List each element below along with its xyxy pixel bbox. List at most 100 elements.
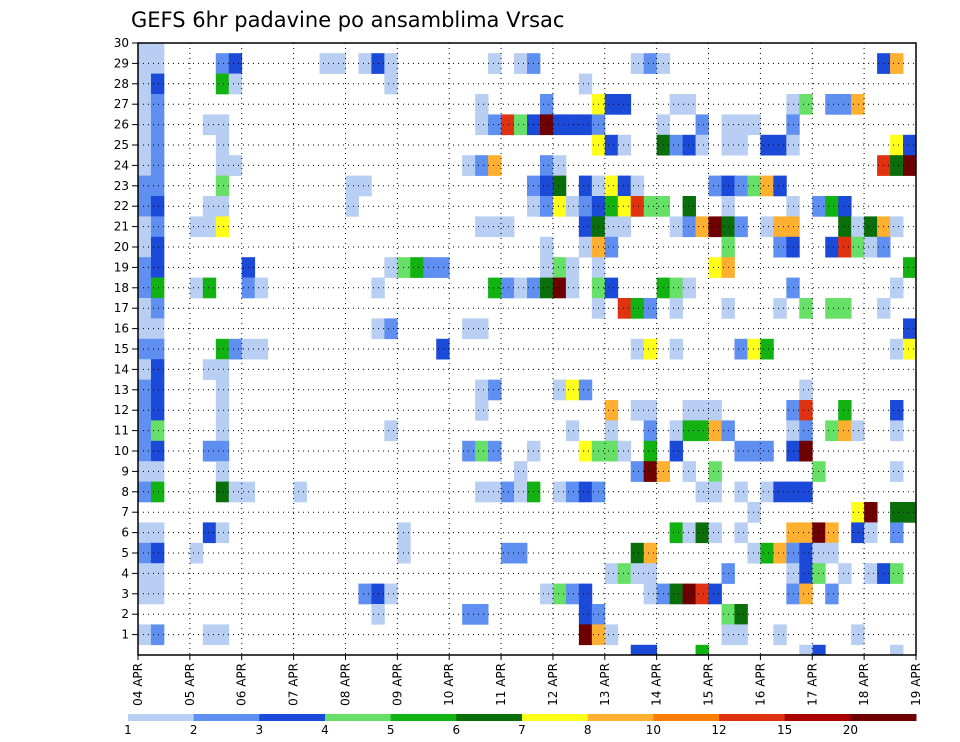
heatmap-cell: [669, 94, 683, 115]
heatmap-cell: [851, 216, 865, 238]
heatmap-cell: [150, 542, 165, 564]
heatmap-cell: [578, 379, 593, 401]
heatmap-cell: [514, 542, 528, 564]
heatmap-cell: [643, 583, 658, 605]
heatmap-cell: [254, 277, 269, 299]
heatmap-cell: [747, 175, 761, 197]
heatmap-cell: [682, 216, 696, 238]
heatmap-cell: [695, 644, 709, 656]
heatmap-cell: [734, 481, 748, 503]
heatmap-cell: [215, 134, 230, 156]
heatmap-cell: [890, 216, 904, 238]
heatmap-cell: [565, 196, 580, 217]
heatmap-cell: [643, 400, 658, 421]
heatmap-cell: [384, 420, 398, 442]
y-tick-label: 4: [121, 566, 129, 580]
heatmap-cell: [695, 114, 709, 136]
legend-label: 4: [321, 723, 329, 737]
heatmap-cell: [150, 400, 165, 421]
heatmap-cell: [384, 53, 398, 74]
heatmap-cell: [488, 481, 502, 503]
heatmap-cell: [552, 196, 567, 217]
heatmap-cell: [695, 420, 709, 442]
y-tick-label: 10: [114, 444, 129, 458]
heatmap-cell: [138, 318, 152, 340]
heatmap-cell: [539, 257, 554, 278]
heatmap-cell: [864, 522, 878, 544]
heatmap-cell: [838, 563, 852, 584]
heatmap-cell: [150, 583, 165, 605]
heatmap-cell: [643, 440, 658, 462]
heatmap-cell: [734, 114, 748, 136]
heatmap-cell: [552, 257, 567, 278]
heatmap-cell: [825, 94, 839, 115]
heatmap-cell: [682, 583, 696, 605]
heatmap-cell: [760, 440, 774, 462]
heatmap-cell: [215, 420, 230, 442]
heatmap-cell: [150, 175, 165, 197]
heatmap-cell: [578, 440, 593, 462]
legend-swatch: [587, 714, 654, 721]
heatmap-cell: [695, 400, 709, 421]
heatmap-cell: [903, 338, 917, 360]
heatmap-cell: [773, 624, 787, 646]
legend-swatch: [325, 714, 392, 721]
y-tick-label: 26: [114, 118, 129, 132]
heatmap-cell: [565, 481, 580, 503]
heatmap-cell: [630, 338, 645, 360]
heatmap-cell: [799, 481, 813, 503]
heatmap-cell: [215, 461, 230, 482]
heatmap-cell: [488, 379, 502, 401]
heatmap-cell: [501, 481, 515, 503]
legend-swatch: [193, 714, 260, 721]
heatmap-cell: [552, 175, 567, 197]
heatmap-cell: [488, 53, 502, 74]
heatmap-cell: [578, 73, 593, 95]
heatmap-cell: [578, 604, 593, 625]
heatmap-cell: [604, 236, 619, 258]
heatmap-cell: [760, 216, 774, 238]
heatmap-cell: [358, 583, 372, 605]
heatmap-cell: [812, 644, 826, 656]
heatmap-cell: [215, 155, 230, 176]
heatmap-cell: [215, 359, 230, 380]
heatmap-cell: [565, 114, 580, 136]
heatmap-cell: [488, 440, 502, 462]
heatmap-cell: [734, 216, 748, 238]
heatmap-cell: [773, 216, 787, 238]
x-tick-label: 05 APR: [183, 663, 197, 706]
heatmap-cell: [890, 563, 904, 584]
heatmap-cell: [138, 175, 152, 197]
y-tick-label: 28: [114, 77, 129, 91]
heatmap-cell: [202, 277, 217, 299]
heatmap-cell: [215, 175, 230, 197]
heatmap-cell: [138, 277, 152, 299]
heatmap-cell: [799, 563, 813, 584]
heatmap-cell: [202, 114, 217, 136]
heatmap-cell: [734, 440, 748, 462]
heatmap-cell: [773, 175, 787, 197]
chart-title: GEFS 6hr padavine po ansamblima Vrsac: [131, 8, 564, 32]
heatmap-cell: [138, 257, 152, 278]
heatmap-cell: [138, 53, 152, 74]
heatmap-cell: [708, 175, 722, 197]
heatmap-cell: [501, 216, 515, 238]
heatmap-cell: [825, 298, 839, 319]
x-tick-label: 04 APR: [131, 663, 145, 706]
heatmap-cell: [475, 440, 489, 462]
heatmap-cell: [617, 563, 632, 584]
y-tick-label: 19: [114, 260, 129, 274]
heatmap-cell: [138, 216, 152, 238]
heatmap-cell: [423, 257, 437, 278]
heatmap-cell: [345, 196, 359, 217]
heatmap-cell: [202, 216, 217, 238]
legend-swatch: [456, 714, 523, 721]
heatmap-cell: [695, 481, 709, 503]
heatmap-cell: [747, 114, 761, 136]
y-tick-label: 17: [114, 301, 129, 315]
heatmap-cell: [695, 216, 709, 238]
heatmap-cell: [669, 216, 683, 238]
heatmap-cell: [150, 43, 165, 54]
heatmap-cell: [643, 196, 658, 217]
